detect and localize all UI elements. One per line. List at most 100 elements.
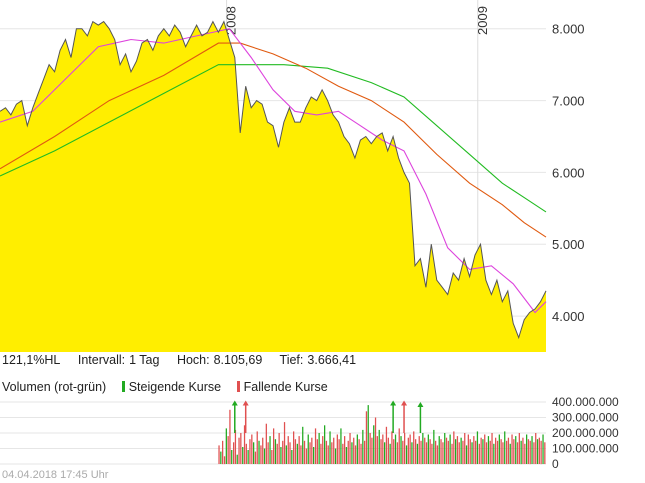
volume-bar [318, 433, 320, 464]
volume-bar [484, 434, 486, 464]
volume-bar [440, 439, 442, 464]
volume-bar [374, 417, 377, 464]
volume-bar [380, 439, 382, 464]
volume-bar [296, 443, 298, 464]
volume-bar [460, 437, 462, 464]
volume-bar [429, 439, 431, 464]
volume-y-tick-label: 400.000.000 [552, 396, 619, 409]
volume-bar [311, 437, 313, 464]
volume-bar [331, 442, 333, 464]
price-y-tick-label: 7.000 [552, 94, 585, 109]
volume-bar [531, 436, 533, 464]
volume-bar [540, 440, 542, 465]
volume-bar [300, 445, 302, 464]
volume-bar [364, 440, 366, 465]
volume-bar [491, 433, 493, 464]
rising-label: Steigende Kurse [128, 380, 222, 394]
volume-bar [293, 431, 295, 464]
volume-bar [405, 445, 408, 464]
volume-bar [387, 437, 389, 464]
volume-bar [231, 450, 233, 464]
volume-bar [289, 442, 291, 464]
year-label: 2009 [475, 6, 490, 35]
volume-bar [516, 442, 519, 464]
volume-peak-up-arrow [417, 402, 424, 407]
volume-bar [456, 436, 459, 464]
chart-info-row: 121,1%HL Intervall: 1 Tag Hoch: 8.105,69 T… [2, 353, 370, 367]
volume-bar [242, 447, 244, 464]
volume-bar [362, 429, 364, 464]
volume-bar [327, 445, 329, 464]
volume-bar [340, 428, 342, 464]
volume-bar [251, 434, 253, 464]
volume-peak-down-arrow [242, 400, 249, 406]
volume-bar [433, 429, 435, 464]
volume-bar [234, 429, 237, 464]
volume-bar [489, 440, 491, 465]
volume-bar [240, 433, 242, 464]
volume-bar [218, 445, 220, 464]
volume-bar [542, 434, 544, 464]
high-value: 8.105,69 [213, 353, 263, 367]
volume-bar [313, 447, 315, 464]
volume-bar [449, 434, 451, 464]
volume-bar [309, 442, 311, 464]
volume-bar [302, 426, 304, 464]
volume-bar [485, 442, 488, 464]
low-value: 3.666,41 [307, 353, 357, 367]
volume-bar [526, 434, 528, 464]
volume-bar [438, 436, 440, 464]
price-y-tick-label: 4.000 [552, 309, 585, 324]
volume-bar [396, 442, 399, 464]
volume-bar [522, 437, 524, 464]
volume-bar [513, 439, 515, 464]
interval-value: 1 Tag [129, 353, 160, 367]
volume-bar [258, 440, 260, 465]
volume-bar [487, 436, 490, 464]
volume-peak-up-arrow [390, 400, 397, 406]
volume-y-tick-label: 300.000.000 [552, 411, 619, 425]
volume-bar [365, 411, 368, 464]
volume-bar [416, 443, 419, 464]
price-y-tick-label: 6.000 [552, 165, 585, 180]
moving-average-short [0, 28, 547, 314]
volume-bar [247, 450, 249, 464]
volume-bar [225, 428, 227, 464]
volume-bar [496, 440, 499, 465]
volume-bar [338, 439, 340, 464]
volume-bar [444, 433, 446, 464]
volume-bar [398, 428, 400, 464]
volume-bar [320, 443, 322, 464]
volume-bar [506, 440, 508, 465]
volume-bar [283, 422, 286, 464]
volume-bar [476, 431, 479, 464]
volume-bar [394, 434, 397, 464]
volume-bar [329, 431, 331, 464]
volume-bar [385, 426, 388, 464]
volume-bar [360, 443, 362, 464]
volume-bar [511, 434, 513, 464]
moving-average-long [0, 64, 547, 213]
volume-bar [536, 439, 539, 464]
volume-bar [384, 442, 386, 464]
volume-bar [325, 440, 328, 465]
volume-bar [509, 443, 511, 464]
volume-bar [347, 440, 349, 465]
volume-bar [451, 443, 453, 464]
volume-bar [274, 439, 277, 464]
falling-swatch [236, 381, 240, 392]
volume-bar [431, 443, 433, 464]
volume-bar [267, 442, 269, 464]
volume-bar [322, 436, 324, 464]
volume-bar [544, 442, 546, 464]
timestamp: 04.04.2018 17:45 Uhr [2, 469, 109, 481]
price-y-tick-label: 8.000 [552, 22, 585, 37]
volume-bar [382, 434, 384, 464]
volume-bar [533, 442, 535, 464]
volume-bar [427, 434, 429, 464]
volume-bar [462, 440, 464, 465]
volume-bar [271, 450, 273, 464]
volume-bar [256, 431, 258, 464]
volume-bar [269, 436, 271, 464]
